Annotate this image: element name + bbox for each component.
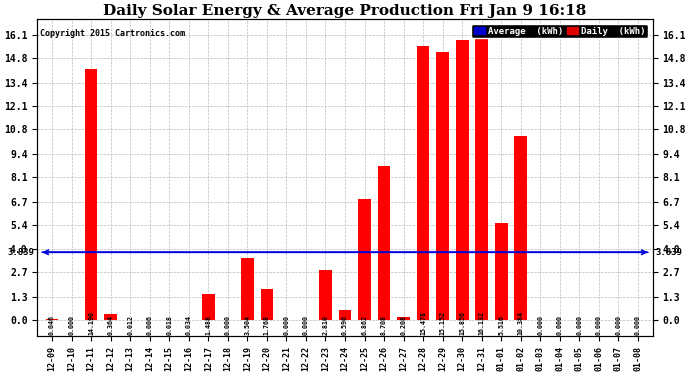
Text: 0.590: 0.590: [342, 315, 348, 335]
Bar: [358, 199, 371, 320]
Text: 16.132: 16.132: [479, 311, 484, 335]
Text: 0.046: 0.046: [49, 315, 55, 335]
Bar: [417, 46, 429, 320]
Bar: [436, 52, 449, 320]
Title: Daily Solar Energy & Average Production Fri Jan 9 16:18: Daily Solar Energy & Average Production …: [104, 4, 586, 18]
Text: 1.488: 1.488: [206, 315, 211, 335]
Text: 0.012: 0.012: [127, 315, 133, 335]
Bar: [377, 166, 391, 320]
Text: 3.839: 3.839: [656, 248, 682, 257]
Text: 0.000: 0.000: [576, 315, 582, 335]
Text: Copyright 2015 Cartronics.com: Copyright 2015 Cartronics.com: [41, 29, 186, 38]
Bar: [397, 316, 410, 320]
Text: 6.862: 6.862: [362, 315, 368, 335]
Bar: [261, 289, 273, 320]
Text: 15.478: 15.478: [420, 311, 426, 335]
Text: 1.768: 1.768: [264, 315, 270, 335]
Bar: [456, 40, 469, 320]
Text: 0.018: 0.018: [166, 315, 172, 335]
Bar: [241, 258, 254, 320]
Text: 0.000: 0.000: [538, 315, 543, 335]
Bar: [319, 270, 332, 320]
Bar: [339, 310, 351, 320]
Text: 0.000: 0.000: [284, 315, 289, 335]
Bar: [475, 35, 488, 320]
Text: 3.839: 3.839: [8, 248, 34, 257]
Text: 0.208: 0.208: [401, 315, 406, 335]
Text: 0.364: 0.364: [108, 315, 114, 335]
Text: 0.000: 0.000: [303, 315, 309, 335]
Bar: [515, 136, 527, 320]
Bar: [495, 223, 508, 320]
Text: 0.000: 0.000: [635, 315, 641, 335]
Text: 0.034: 0.034: [186, 315, 192, 335]
Text: 2.810: 2.810: [322, 315, 328, 335]
Text: 3.504: 3.504: [244, 315, 250, 335]
Text: 0.000: 0.000: [225, 315, 231, 335]
Text: 14.190: 14.190: [88, 311, 94, 335]
Bar: [202, 294, 215, 320]
Text: 0.000: 0.000: [615, 315, 622, 335]
Text: 5.516: 5.516: [498, 315, 504, 335]
Text: 15.856: 15.856: [459, 311, 465, 335]
Text: 10.384: 10.384: [518, 311, 524, 335]
Text: 0.000: 0.000: [557, 315, 563, 335]
Bar: [85, 69, 97, 320]
Bar: [104, 314, 117, 320]
Legend: Average  (kWh), Daily  (kWh): Average (kWh), Daily (kWh): [471, 24, 648, 38]
Text: 0.000: 0.000: [68, 315, 75, 335]
Text: 0.000: 0.000: [596, 315, 602, 335]
Text: 0.006: 0.006: [147, 315, 152, 335]
Text: 8.708: 8.708: [381, 315, 387, 335]
Text: 15.152: 15.152: [440, 311, 446, 335]
